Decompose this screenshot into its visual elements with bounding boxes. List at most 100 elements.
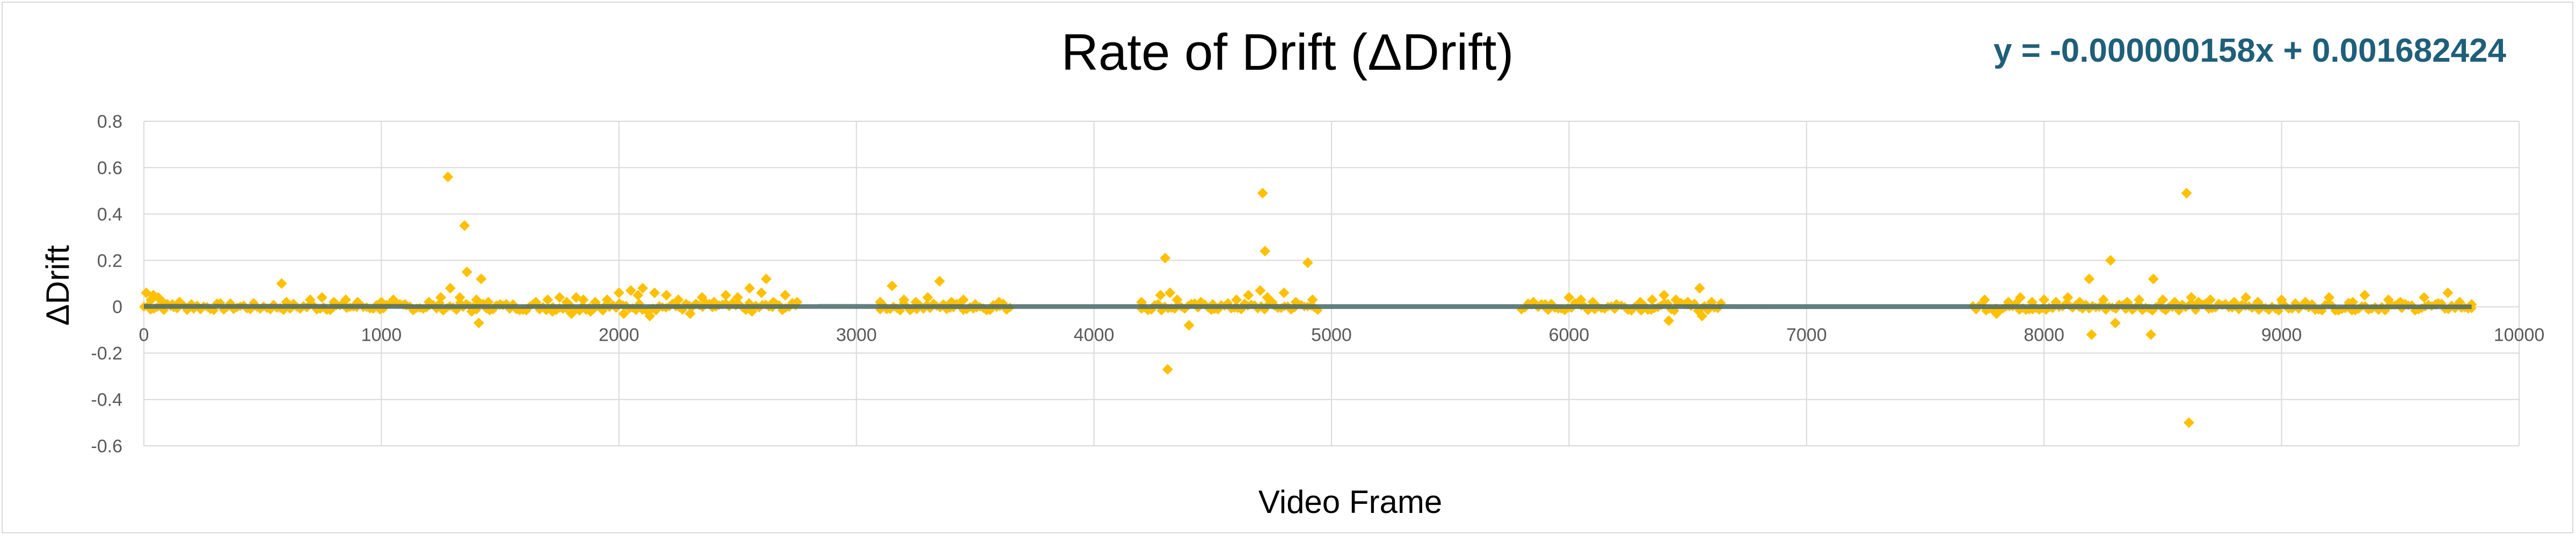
x-tick-label: 1000 (361, 325, 402, 346)
data-point (473, 317, 484, 328)
data-point (1171, 294, 1183, 305)
data-point (1670, 294, 1682, 305)
data-point (471, 294, 482, 305)
data-point (958, 294, 969, 305)
data-point (922, 292, 933, 303)
data-point (732, 292, 743, 303)
data-point (1243, 290, 1254, 301)
data-point (934, 276, 945, 287)
data-point (461, 266, 472, 277)
data-point (476, 273, 487, 284)
data-point (2240, 292, 2252, 303)
y-axis-tick-labels: -0.6 -0.4 -0.2 0 0.2 0.4 0.6 0.8 (91, 112, 122, 457)
data-point (696, 292, 708, 303)
data-point (661, 290, 672, 301)
data-points (139, 171, 2477, 428)
x-axis-tick-labels: 0 1000 2000 3000 4000 5000 6000 7000 8000 9000 100… (139, 325, 2545, 346)
y-tick-label: 0.8 (97, 112, 122, 132)
data-point (459, 220, 470, 231)
data-point (673, 294, 684, 305)
data-point (685, 308, 696, 319)
data-point (445, 283, 456, 294)
x-axis-title: Video Frame (1258, 484, 1442, 520)
y-tick-label: -0.4 (91, 390, 122, 410)
data-point (649, 287, 660, 298)
data-point (618, 308, 629, 319)
data-point (1231, 294, 1242, 305)
data-point (2134, 294, 2145, 305)
data-point (1165, 287, 1176, 298)
data-point (2098, 294, 2109, 305)
data-point (898, 294, 909, 305)
data-point (1162, 364, 1173, 375)
trendline (143, 304, 2472, 310)
data-point (2181, 187, 2192, 199)
y-tick-label: -0.2 (91, 343, 122, 364)
data-point (886, 280, 898, 291)
data-point (720, 290, 731, 301)
x-tick-label: 10000 (2494, 325, 2545, 346)
data-point (613, 287, 624, 298)
data-point (1183, 320, 1195, 331)
gridlines (143, 121, 2520, 446)
data-point (542, 294, 554, 305)
data-point (2204, 294, 2216, 305)
data-point (442, 171, 454, 182)
data-point (1257, 187, 1268, 199)
x-tick-label: 9000 (2261, 325, 2302, 346)
data-point (276, 278, 287, 289)
data-point (435, 292, 446, 303)
data-point (316, 292, 328, 303)
x-tick-label: 7000 (1786, 325, 1827, 346)
x-tick-label: 5000 (1311, 325, 1352, 346)
data-point (637, 283, 649, 294)
data-point (1647, 294, 1658, 305)
data-point (1307, 294, 1318, 305)
data-point (1697, 311, 1708, 321)
data-point (632, 290, 644, 301)
y-tick-label: 0.6 (97, 158, 122, 178)
data-point (780, 290, 791, 301)
data-point (2109, 317, 2121, 328)
data-point (1575, 294, 1587, 305)
x-tick-label: 6000 (1549, 325, 1590, 346)
data-point (625, 285, 636, 296)
data-point (2324, 292, 2335, 303)
data-point (1160, 252, 1171, 263)
data-point (761, 273, 772, 284)
data-point (2145, 329, 2157, 340)
y-axis-title: ΔDrift (40, 245, 76, 326)
data-point (340, 294, 352, 305)
data-point (744, 283, 755, 294)
data-point (2062, 292, 2073, 303)
trendline-equation: y = -0.000000158x + 0.001682424 (1993, 32, 2507, 69)
data-point (2442, 287, 2454, 298)
x-tick-label: 4000 (1074, 325, 1115, 346)
data-point (2157, 294, 2169, 305)
data-point (566, 308, 577, 319)
x-tick-label: 8000 (2024, 325, 2064, 346)
data-point (2039, 294, 2050, 305)
data-point (644, 311, 656, 321)
x-tick-label: 0 (139, 325, 149, 346)
data-point (454, 292, 465, 303)
data-point (2186, 292, 2197, 303)
data-point (1979, 294, 1990, 305)
data-point (2184, 417, 2195, 428)
data-point (1278, 287, 1290, 298)
data-point (1658, 290, 1670, 301)
data-point (756, 287, 767, 298)
data-point (2383, 294, 2394, 305)
y-tick-label: -0.6 (91, 436, 122, 457)
data-point (1563, 292, 1575, 303)
data-point (578, 294, 589, 305)
data-point (1260, 246, 1271, 256)
x-tick-label: 2000 (599, 325, 639, 346)
data-point (1155, 290, 1166, 301)
y-tick-label: 0.4 (97, 204, 122, 225)
data-point (1255, 285, 1266, 296)
x-tick-label: 3000 (836, 325, 877, 346)
data-point (2359, 290, 2370, 301)
data-point (2084, 273, 2095, 284)
